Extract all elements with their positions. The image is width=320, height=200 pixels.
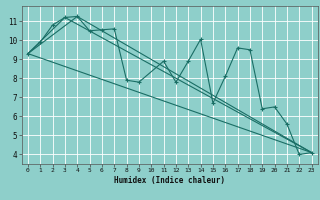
X-axis label: Humidex (Indice chaleur): Humidex (Indice chaleur) — [114, 176, 225, 185]
